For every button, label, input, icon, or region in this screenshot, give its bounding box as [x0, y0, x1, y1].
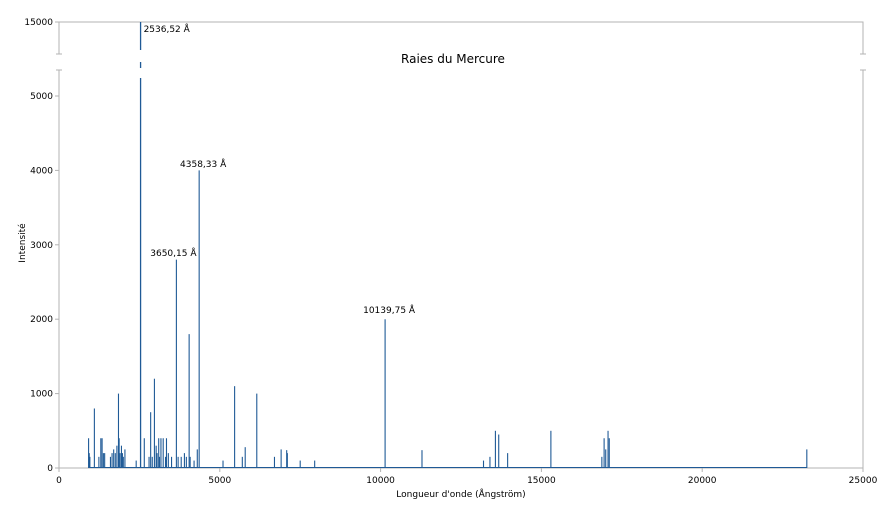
y-tick-label: 0	[47, 464, 53, 474]
y-tick-label: 15000	[24, 18, 53, 28]
wavelength-annotation: 2536,52 Å	[144, 23, 191, 35]
wavelength-annotation: 10139,75 Å	[363, 304, 416, 316]
x-tick-label: 0	[56, 476, 62, 486]
x-tick-label: 15000	[527, 476, 556, 486]
chart-title: Raies du Mercure	[401, 52, 505, 66]
axis-break-gap	[56, 54, 866, 70]
wavelength-annotation: 3650,15 Å	[150, 247, 197, 259]
x-tick-label: 5000	[208, 476, 231, 486]
plot-area	[58, 21, 864, 469]
line-annotations: 2536,52 Å 4358,33 Å 3650,15 Å 10139,75 Å	[144, 23, 416, 316]
x-tick-label: 20000	[688, 476, 717, 486]
wavelength-annotation: 4358,33 Å	[180, 158, 227, 170]
y-tick-label: 5000	[30, 92, 53, 102]
y-tick-label: 1000	[30, 390, 53, 400]
x-axis-ticks: 0 5000 10000 15000 20000 25000	[56, 468, 878, 486]
spectral-lines	[88, 22, 808, 468]
axis-break	[56, 53, 866, 71]
y-tick-label: 4000	[30, 166, 53, 176]
y-axis-label: Intensité	[17, 223, 28, 263]
x-tick-label: 25000	[849, 476, 878, 486]
x-tick-label: 10000	[366, 476, 395, 486]
x-axis-label: Longueur d'onde (Ångström)	[396, 488, 525, 500]
y-tick-label: 2000	[30, 315, 53, 325]
y-tick-label: 3000	[30, 241, 53, 251]
y-axis-ticks: 0 1000 2000 3000 4000 5000 15000	[24, 18, 59, 474]
